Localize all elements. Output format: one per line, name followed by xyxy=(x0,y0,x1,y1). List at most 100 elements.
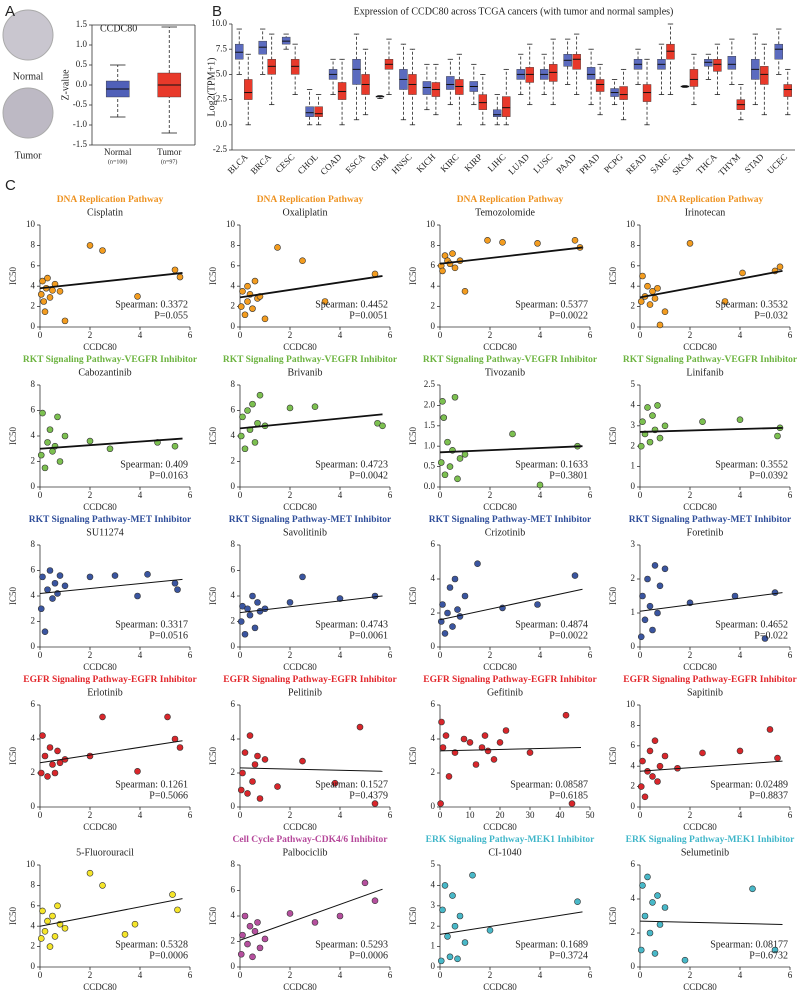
y-tick-label: 0 xyxy=(231,801,236,811)
point xyxy=(445,773,453,780)
point xyxy=(454,475,461,483)
point xyxy=(646,438,654,446)
pathway-label: EGFR Signaling Pathway-EGFR Inhibitor xyxy=(223,675,397,685)
point xyxy=(637,298,645,305)
box xyxy=(595,79,605,92)
x-tick-label: 0 xyxy=(638,810,643,820)
annotation: Spearman: 0.08587 xyxy=(510,779,588,790)
y-tick-label: 2 xyxy=(231,616,236,626)
point xyxy=(254,919,261,926)
y-tick-label: 2 xyxy=(231,767,236,777)
point xyxy=(639,418,646,426)
fit-line xyxy=(439,246,583,265)
x-tick-label: LUSC xyxy=(531,152,554,175)
point xyxy=(311,919,319,926)
point xyxy=(251,927,259,935)
y-tick-label: 2 xyxy=(631,301,636,311)
x-tick-label: 6 xyxy=(588,650,593,660)
point xyxy=(502,727,510,734)
y-axis-label: IC50 xyxy=(208,907,218,926)
annotation: Spearman: 0.1261 xyxy=(115,779,188,790)
y-tick-label: 4 xyxy=(31,920,36,930)
y-axis-label: IC50 xyxy=(408,907,418,926)
pathway-label: RKT Signaling Pathway-VEGFR Inhibitor xyxy=(23,355,198,365)
pathway-label: EGFR Signaling Pathway-EGFR Inhibitor xyxy=(23,675,197,685)
y-axis-label: IC50 xyxy=(608,907,618,926)
point xyxy=(46,744,54,751)
x-tick-label: Tumor xyxy=(157,147,181,157)
point xyxy=(44,586,51,593)
annotation: Spearman: 0.4743 xyxy=(315,619,388,630)
point xyxy=(461,592,469,600)
y-tick-label: 4 xyxy=(631,893,636,903)
point xyxy=(299,257,306,265)
y-tick-label: 2 xyxy=(431,920,436,930)
y-axis-label: IC50 xyxy=(208,587,218,606)
point xyxy=(249,400,256,408)
y-tick-label: 6 xyxy=(231,260,236,270)
pathway-label: DNA Replication Pathway xyxy=(457,195,564,205)
x-tick-label: 6 xyxy=(788,490,793,500)
point xyxy=(651,562,659,569)
point xyxy=(251,761,259,768)
chart-title: Foretinib xyxy=(687,527,724,538)
y-tick-label: 0 xyxy=(431,641,436,651)
point xyxy=(637,633,645,641)
point xyxy=(46,294,54,301)
x-tick-label: 6 xyxy=(388,330,393,340)
chart-title: Pelitinib xyxy=(288,687,322,698)
pathway-label: RKT Signaling Pathway-VEGFR Inhibitor xyxy=(423,355,598,365)
point xyxy=(444,933,451,940)
point xyxy=(41,927,49,935)
annotation: Spearman: 0.4652 xyxy=(715,619,788,630)
y-tick-label: 0 xyxy=(431,801,436,811)
point xyxy=(749,885,756,893)
y-tick-label: 2 xyxy=(31,767,36,777)
point xyxy=(171,266,179,274)
annotation: Spearman: 0.4452 xyxy=(315,299,388,310)
point xyxy=(661,565,669,573)
y-tick-label: 0.5 xyxy=(76,59,88,69)
point xyxy=(646,929,654,937)
y-tick-label: 0 xyxy=(31,801,36,811)
box xyxy=(525,67,534,83)
annotation: P=0.0516 xyxy=(149,630,188,641)
point xyxy=(439,267,446,275)
x-tick-label: 2 xyxy=(488,970,493,980)
pathway-label: ERK Signaling Pathway-MEK1 Inhibitor xyxy=(626,835,795,845)
point xyxy=(46,943,54,950)
point xyxy=(481,732,489,739)
x-tick-label: 6 xyxy=(588,490,593,500)
x-tick-label: 0 xyxy=(438,810,443,820)
point xyxy=(237,618,245,625)
x-tick-label: THYM xyxy=(716,152,742,178)
point xyxy=(771,946,779,954)
point xyxy=(379,422,386,430)
y-tick-label: 10 xyxy=(626,219,636,229)
y-axis-label: IC50 xyxy=(208,427,218,446)
point xyxy=(472,761,480,768)
y-axis-label: IC50 xyxy=(8,587,18,606)
x-axis-label: CCDC80 xyxy=(283,342,317,352)
y-tick-label: 10 xyxy=(226,219,236,229)
x-tick-label: 10 xyxy=(466,810,476,820)
point xyxy=(641,616,649,624)
chart-title: Palbociclib xyxy=(283,847,328,858)
box xyxy=(642,84,652,102)
x-axis-label: CCDC80 xyxy=(83,662,117,672)
y-tick-label: 0 xyxy=(31,481,36,491)
fit-line xyxy=(239,888,383,941)
y-tick-label: 6 xyxy=(31,699,36,709)
pathway-label: RKT Signaling Pathway-VEGFR Inhibitor xyxy=(623,355,798,365)
pathway-label: EGFR Signaling Pathway-EGFR Inhibitor xyxy=(623,675,797,685)
x-tick-label: 2 xyxy=(88,650,93,660)
x-tick-label: 6 xyxy=(588,330,593,340)
annotation: Spearman: 0.3372 xyxy=(115,299,188,310)
point xyxy=(451,575,459,583)
point xyxy=(776,263,784,271)
point xyxy=(534,240,541,247)
point xyxy=(649,412,656,419)
x-tick-label: 2 xyxy=(288,650,293,660)
pathway-label: DNA Replication Pathway xyxy=(657,195,764,205)
point xyxy=(656,321,664,329)
